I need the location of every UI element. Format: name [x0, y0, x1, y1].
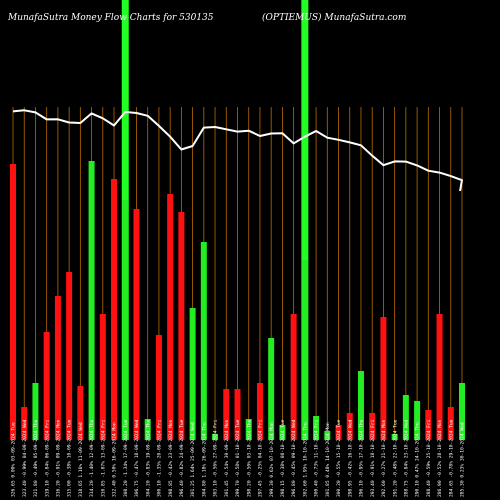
x-tick-label: 298.95 -0.42% 16-10-2024 Wed: [347, 419, 353, 497]
bar: [189, 308, 196, 440]
x-tick-label: 298.15 -0.38% 08-10-2024 Tue: [280, 419, 286, 497]
x-tick-label: 315.00 -0.38% 10-09-2024 Tue: [67, 419, 73, 497]
x-tick-label: 316.20 -0.91% 09-09-2024 Mon: [56, 419, 62, 497]
bar: [357, 371, 364, 440]
x-tick-label: 288.75 -0.84% 23-10-2024 Wed: [403, 419, 409, 497]
bar: [301, 260, 308, 440]
bar: [88, 161, 95, 440]
bar: [402, 395, 409, 440]
x-tick-label: 299.70 -0.58% 01-10-2024 Tue: [235, 419, 241, 497]
bar: [178, 212, 185, 440]
x-tick-label: 314.20 -1.40% 12-09-2024 Thu: [89, 419, 95, 497]
bar: [43, 332, 50, 440]
bar: [279, 425, 286, 440]
x-tick-label: 298.85 -0.42% 23-09-2024 Mon: [168, 419, 174, 497]
x-tick-label: 304.80 1.18% 26-09-2024 Thu: [201, 422, 207, 497]
bar: [144, 419, 151, 440]
bar: [66, 272, 73, 440]
bar: [391, 434, 398, 440]
x-tick-label: 298.20 -0.50% 03-10-2024 Thu: [246, 419, 252, 497]
bar: [200, 242, 207, 440]
bar: [290, 314, 297, 440]
money-flow-bars: [10, 161, 465, 440]
highlight-column: [301, 0, 309, 440]
x-tick-label: 303.10 -0.56% 27-09-2024 Fri: [213, 419, 219, 497]
x-tick-label: 297.45 -0.25% 04-10-2024 Fri: [258, 419, 264, 497]
x-tick-label: 292.60 -0.27% 21-10-2024 Mon: [381, 419, 387, 497]
bar: [212, 434, 219, 440]
bar: [32, 383, 39, 440]
x-tick-label: 296.10 -0.95% 17-10-2024 Thu: [359, 419, 365, 497]
x-tick-label: 310.85 -1.07% 13-09-2024 Fri: [100, 419, 106, 497]
chart-title-site: (OPTIEMUS) MunafaSutra.com: [262, 12, 406, 23]
x-tick-label: 323.40 -0.99% 04-09-2024 Wed: [22, 419, 28, 497]
bar: [256, 383, 263, 440]
bar: [223, 389, 230, 440]
bar: [99, 314, 106, 440]
bar: [133, 209, 140, 440]
bar: [10, 164, 16, 440]
bar: [234, 389, 241, 440]
x-tick-label: 290.10 0.47% 24-10-2024 Thu: [415, 422, 421, 497]
x-tick-label: 285.30 0.23% 30-10-2024 Wed: [460, 422, 466, 497]
x-tick-label: 306.75 -0.47% 18-09-2024 Wed: [134, 419, 140, 497]
bar: [346, 413, 353, 440]
bar: [21, 407, 28, 440]
bar: [414, 401, 421, 440]
bar: [425, 410, 432, 440]
x-tick-label: 319.10 -0.84% 06-09-2024 Fri: [44, 419, 50, 497]
bar: [167, 194, 174, 440]
x-tick-label: 296.80 -0.45% 09-10-2024 Wed: [291, 419, 297, 497]
bar: [459, 383, 465, 440]
bar: [245, 419, 252, 440]
bar: [335, 425, 342, 440]
x-tick-label: 301.25 1.64% 25-09-2024 Wed: [190, 422, 196, 497]
x-tick-label: 291.20 -0.48% 22-10-2024 Tue: [392, 419, 398, 497]
x-tick-label: 296.40 -0.82% 24-09-2024 Tue: [179, 419, 185, 497]
x-tick-labels: 326.65 0.00% 03-09-2024 Tue 323.40 -0.99%…: [11, 419, 466, 497]
bar: [369, 413, 376, 440]
x-tick-label: 321.80 -0.49% 05-09-2024 Thu: [33, 419, 39, 497]
x-tick-label: 300.10 -1.35% 20-09-2024 Fri: [157, 419, 163, 497]
x-tick-label: 301.85 0.48% 14-10-2024 Mon: [325, 422, 331, 497]
x-tick-label: 302.60 1.95% 10-10-2024 Thu: [302, 422, 308, 497]
bar: [380, 317, 387, 440]
x-tick-label: 288.40 -0.59% 25-10-2024 Fri: [426, 419, 432, 497]
bar: [436, 314, 443, 440]
x-tick-label: 300.40 -0.73% 11-10-2024 Fri: [314, 419, 320, 497]
bar: [324, 431, 331, 440]
x-tick-label: 286.90 -0.52% 28-10-2024 Mon: [437, 419, 443, 497]
bar: [447, 407, 454, 440]
bar: [77, 386, 84, 440]
bar: [313, 416, 320, 440]
x-tick-label: 312.40 0.50% 16-09-2024 Mon: [112, 422, 118, 497]
bar: [122, 200, 129, 440]
bar: [111, 179, 118, 440]
bar: [268, 338, 275, 440]
x-tick-label: 284.65 -0.78% 29-10-2024 Tue: [448, 419, 454, 497]
x-tick-label: 299.30 0.62% 07-10-2024 Mon: [269, 422, 275, 497]
bar: [155, 335, 162, 440]
x-tick-label: 326.65 0.00% 03-09-2024 Tue: [11, 422, 17, 497]
price-line-path: [12, 109, 463, 192]
bar: [54, 296, 61, 440]
x-tick-label: 308.20 -1.34% 17-09-2024 Tue: [123, 419, 129, 497]
x-tick-label: 318.65 1.16% 11-09-2024 Wed: [78, 422, 84, 497]
price-line: [12, 109, 463, 192]
chart-title: MunafaSutra Money Flow Charts for 530135: [7, 13, 214, 23]
x-tick-label: 301.45 -0.54% 30-09-2024 Mon: [224, 419, 230, 497]
x-tick-label: 300.20 -0.55% 15-10-2024 Tue: [336, 419, 342, 497]
x-tick-label: 293.40 -0.91% 18-10-2024 Fri: [370, 419, 376, 497]
x-tick-label: 304.20 -0.83% 19-09-2024 Thu: [145, 419, 151, 497]
